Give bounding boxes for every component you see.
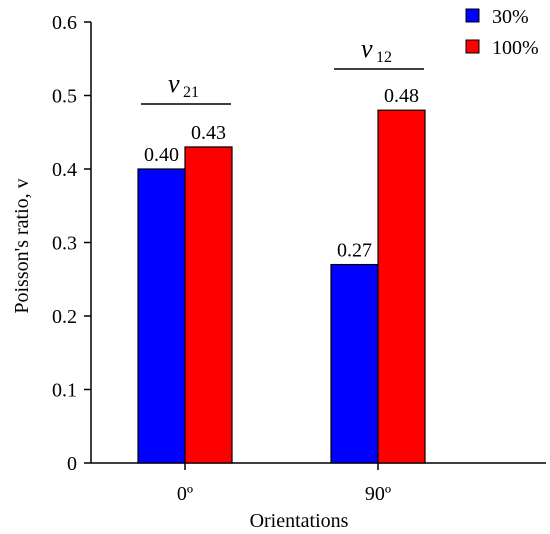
bar — [137, 168, 186, 464]
y-axis-label: Poisson's ratio, v — [11, 178, 33, 313]
legend-label: 100% — [492, 37, 539, 59]
y-tick-label: 0.6 — [52, 12, 77, 34]
bar-value-label: 0.43 — [191, 122, 226, 144]
annotation-subscript: 12 — [376, 49, 392, 66]
legend-swatch — [465, 8, 480, 23]
y-tick-label: 0.2 — [52, 306, 77, 328]
y-tick-label: 0.1 — [52, 380, 77, 402]
y-tick-label: 0.5 — [52, 86, 77, 108]
bar-value-label: 0.27 — [337, 240, 372, 262]
bar-value-label: 0.48 — [384, 85, 419, 107]
x-axis-label: Orientations — [250, 510, 349, 532]
y-tick-label: 0 — [67, 453, 77, 475]
y-tick-label: 0.3 — [52, 233, 77, 255]
annotation-symbol: ν — [361, 34, 373, 63]
y-tick-label: 0.4 — [52, 159, 77, 181]
legend-swatch — [465, 39, 480, 54]
bar-value-label: 0.40 — [144, 144, 179, 166]
bar — [184, 146, 233, 464]
annotation-symbol: ν — [168, 69, 180, 98]
legend-label: 30% — [492, 6, 529, 28]
annotation-subscript: 21 — [183, 84, 199, 101]
bar — [330, 263, 379, 464]
x-tick-label: 0º — [177, 483, 193, 505]
bar — [377, 109, 426, 464]
x-tick-label: 90º — [365, 483, 391, 505]
